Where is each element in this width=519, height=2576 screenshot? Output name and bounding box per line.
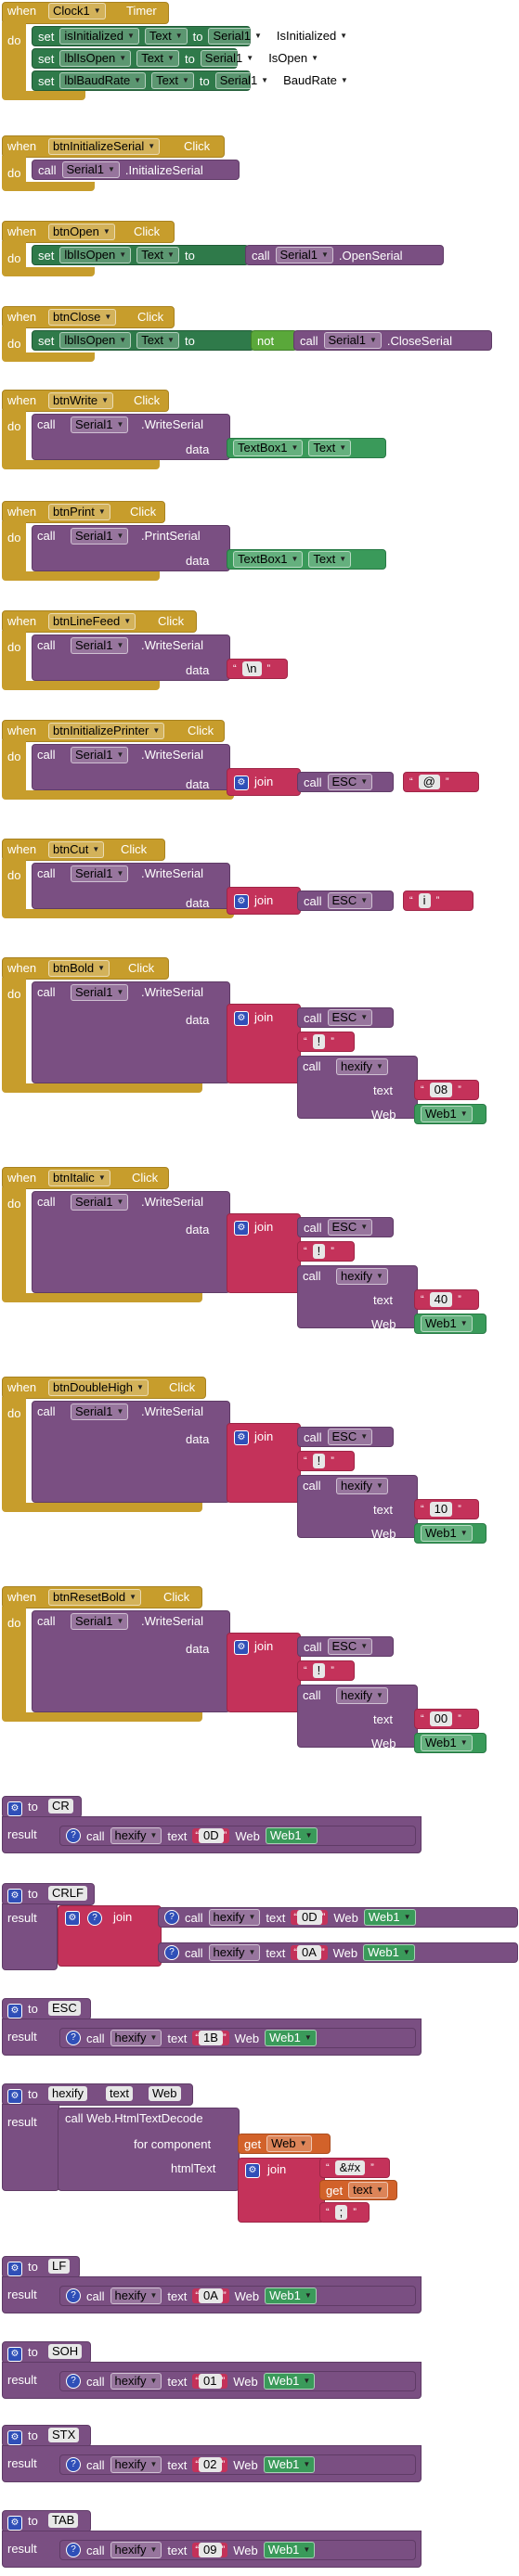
gear-icon[interactable]: ⚙	[65, 1911, 80, 1926]
text-literal[interactable]: “\n”	[227, 659, 288, 679]
question-icon[interactable]: ?	[87, 1911, 102, 1926]
gear-icon[interactable]: ⚙	[7, 2004, 22, 2019]
event-block-btn-initialize-printer[interactable]	[2, 720, 225, 742]
gear-icon[interactable]: ⚙	[7, 2347, 22, 2362]
call-method-block[interactable]: call Serial1 ▼ .InitializeSerial	[32, 160, 240, 180]
question-icon[interactable]: ?	[66, 2374, 81, 2389]
question-icon[interactable]: ?	[66, 2031, 81, 2045]
component-dropdown[interactable]: Clock1 ▼	[48, 3, 106, 19]
gear-icon[interactable]: ⚙	[7, 2516, 22, 2531]
gear-icon[interactable]: ⚙	[7, 2262, 22, 2276]
gear-icon[interactable]: ⚙	[234, 775, 249, 790]
event-block-clock1-timer[interactable]	[2, 2, 169, 24]
html-text-decode-block[interactable]	[58, 2108, 240, 2191]
setter-block[interactable]: set lblBaudRate ▼ Text ▼ to Serial1 ▼ BaudR…	[32, 70, 353, 91]
gear-icon[interactable]: ⚙	[7, 1801, 22, 1816]
when-label: when	[7, 4, 37, 18]
question-icon[interactable]: ?	[164, 1945, 179, 1960]
get-block[interactable]: get text ▼	[319, 2180, 397, 2200]
gear-icon[interactable]: ⚙	[234, 894, 249, 909]
gear-icon[interactable]: ⚙	[7, 1889, 22, 1903]
event-block-btn-write[interactable]	[2, 390, 169, 412]
gear-icon[interactable]: ⚙	[234, 1640, 249, 1655]
chevron-down-icon: ▼	[93, 6, 101, 15]
gear-icon[interactable]: ⚙	[234, 1011, 249, 1026]
gear-icon[interactable]: ⚙	[7, 2089, 22, 2104]
event-block-footer	[2, 91, 85, 100]
var-dropdown[interactable]: isInitialized ▼	[59, 28, 139, 45]
prop-dropdown[interactable]: Text ▼	[144, 28, 188, 45]
join-block[interactable]	[227, 1004, 301, 1083]
event-name: Timer	[126, 4, 157, 18]
not-block[interactable]: not	[251, 330, 297, 351]
comp-dropdown[interactable]: Serial1 ▼	[208, 28, 266, 45]
gear-icon[interactable]: ⚙	[234, 1221, 249, 1236]
question-icon[interactable]: ?	[164, 1910, 179, 1925]
rprop-dropdown[interactable]: IsInitialized ▼	[271, 28, 353, 45]
do-label: do	[7, 33, 21, 47]
question-icon[interactable]: ?	[66, 2543, 81, 2557]
setter-block[interactable]: set isInitialized ▼ Text ▼ to Serial1 ▼ IsI…	[32, 26, 353, 46]
setter-block[interactable]: set lblIsOpen ▼ Text ▼ to Serial1 ▼ IsOpen ▼	[32, 48, 324, 69]
event-block-body	[2, 22, 26, 96]
question-icon[interactable]: ?	[66, 1828, 81, 1843]
question-icon[interactable]: ?	[66, 2288, 81, 2303]
gear-icon[interactable]: ⚙	[245, 2163, 260, 2178]
get-block[interactable]: get Web ▼	[238, 2134, 331, 2154]
gear-icon[interactable]: ⚙	[234, 1430, 249, 1445]
gear-icon[interactable]: ⚙	[7, 2430, 22, 2445]
question-icon[interactable]: ?	[66, 2457, 81, 2472]
